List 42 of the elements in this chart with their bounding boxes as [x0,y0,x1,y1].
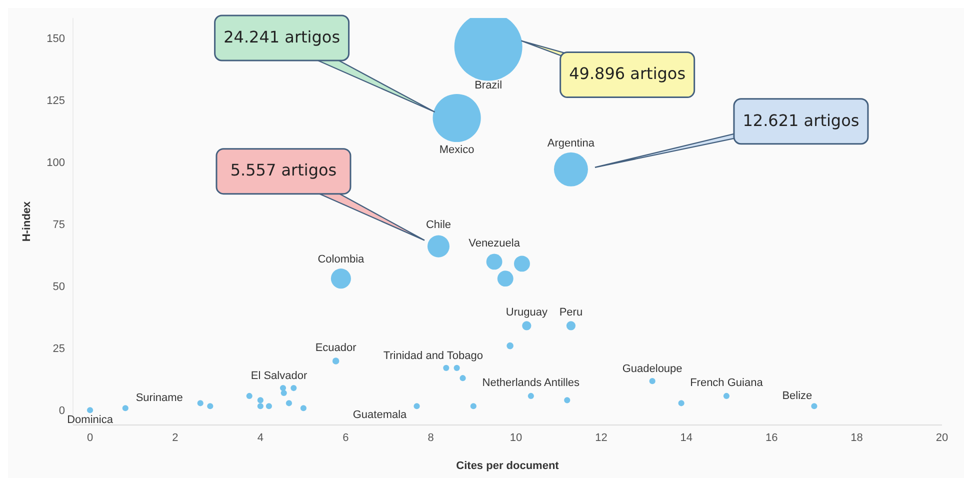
annotation: Brazil [474,80,502,92]
y-tick-label: 100 [46,156,65,169]
annotation: 12.621 artigos [742,110,860,130]
annotation: Trinidad and Tobago [383,350,484,362]
annotation: 24.241 artigos [224,27,340,46]
annotation: Chile [426,219,452,232]
x-tick-label: 12 [595,432,608,444]
x-tick-label: 8 [428,432,434,444]
annotation: Guatemala [352,409,408,422]
x-tick-label: 2 [172,432,178,444]
annotation: Dominica [67,414,114,426]
y-axis-title: H-index [20,200,33,242]
y-tick-label: 150 [46,32,65,45]
y-tick-label: 75 [52,218,65,231]
y-tick-label: 0 [58,405,65,418]
x-axis-title: Cites per document [456,460,560,472]
y-tick-label: 50 [52,280,65,293]
annotation: El Salvador [250,370,308,382]
y-tick-label: 125 [46,94,65,107]
annotation: Uruguay [506,306,548,319]
annotation: Ecuador [315,342,357,354]
x-tick-label: 10 [510,432,522,444]
annotation: Netherlands Antilles [482,376,580,389]
annotation: 5.557 artigos [230,160,337,180]
x-tick-label: 20 [936,432,948,444]
x-tick-label: 4 [257,432,264,444]
annotation: Guadeloupe [622,362,682,375]
annotation: Venezuela [468,238,521,250]
x-tick-label: 18 [850,432,863,444]
annotation: 49.896 artigos [569,64,686,84]
annotation: Peru [559,306,583,319]
annotation: Belize [782,390,812,402]
annotation: Colombia [318,253,366,266]
x-tick-label: 14 [680,432,693,444]
x-tick-label: 0 [86,432,94,444]
annotation: French Guiana [690,376,764,389]
x-tick-label: 6 [342,432,349,444]
annotation: Suriname [136,392,183,404]
annotation: Argentina [547,137,596,150]
annotation: Mexico [439,144,474,156]
y-tick-label: 25 [52,342,65,355]
x-tick-label: 16 [765,432,778,444]
